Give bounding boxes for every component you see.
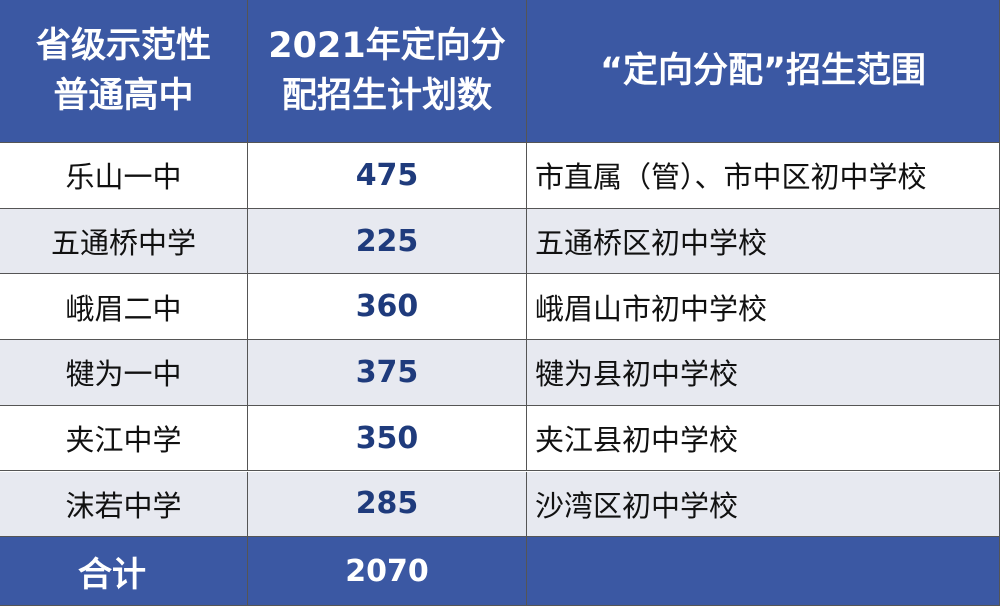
- total-empty: [527, 537, 1000, 606]
- cell: 360: [248, 274, 527, 341]
- total-number: 2070: [345, 553, 429, 589]
- cell: 夹江中学: [0, 405, 248, 472]
- total-value: 2070: [248, 537, 527, 606]
- cell-text: 五通桥区初中学校: [535, 226, 768, 261]
- header-cell: 2021年定向分 配招生计划数: [248, 0, 527, 143]
- cell: 峨眉二中: [0, 274, 248, 341]
- cell: 峨眉山市初中学校: [527, 274, 1000, 341]
- cell: 375: [248, 340, 527, 406]
- cell: 350: [248, 405, 527, 472]
- cell-text: 乐山一中: [65, 160, 182, 195]
- cell: 475: [248, 143, 527, 209]
- cell: 五通桥区初中学校: [527, 208, 1000, 275]
- cell: 市直属（管）、市中区初中学校: [527, 143, 1000, 209]
- header-cell: “定向分配”招生范围: [527, 0, 1000, 143]
- cell-text: 峨眉山市初中学校: [535, 291, 768, 326]
- cell: 犍为县初中学校: [527, 340, 1000, 406]
- cell-text: 沫若中学: [65, 488, 182, 523]
- header-line: “定向分配”招生范围: [599, 51, 926, 91]
- quota: 350: [355, 420, 419, 456]
- quota: 225: [355, 223, 419, 259]
- cell-text: 犍为一中: [65, 357, 182, 392]
- cell-text: 五通桥中学: [50, 226, 196, 261]
- total-label: 合计: [0, 537, 248, 606]
- quota: 375: [355, 354, 419, 390]
- cell: 犍为一中: [0, 340, 248, 406]
- total-text: 合计: [78, 554, 146, 595]
- header-line: 普通高中: [53, 76, 194, 116]
- cell: 沙湾区初中学校: [527, 471, 1000, 538]
- header-line: 配招生计划数: [281, 76, 492, 116]
- cell-text: 夹江县初中学校: [535, 423, 739, 458]
- cell: 225: [248, 208, 527, 275]
- cell-text: 峨眉二中: [65, 291, 182, 326]
- cell-text: 沙湾区初中学校: [535, 488, 739, 523]
- quota: 475: [355, 157, 419, 193]
- cell: 五通桥中学: [0, 208, 248, 275]
- quota: 360: [355, 289, 419, 325]
- cell: 沫若中学: [0, 471, 248, 538]
- header-line: 省级示范性: [35, 26, 211, 66]
- cell-text: 夹江中学: [65, 423, 182, 458]
- cell: 夹江县初中学校: [527, 405, 1000, 472]
- header-cell: 省级示范性 普通高中: [0, 0, 248, 143]
- cell: 乐山一中: [0, 143, 248, 209]
- header-line: 2021年定向分: [268, 26, 506, 66]
- cell-text: 市直属（管）、市中区初中学校: [535, 160, 927, 195]
- cell-text: 犍为县初中学校: [535, 357, 739, 392]
- quota: 285: [355, 486, 419, 522]
- cell: 285: [248, 471, 527, 538]
